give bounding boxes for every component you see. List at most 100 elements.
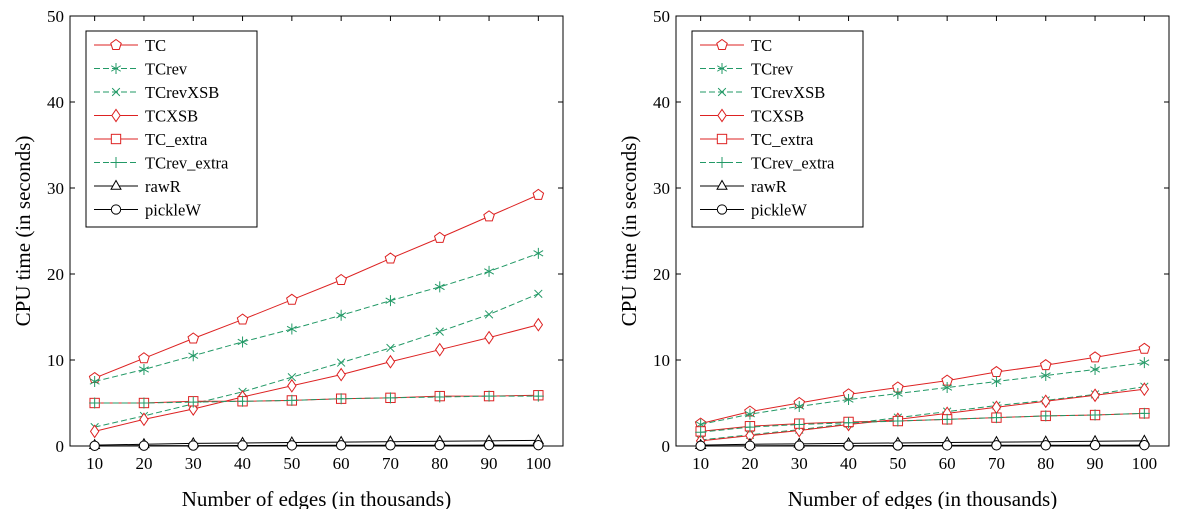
data-point-TCXSB xyxy=(139,412,149,427)
series-line-TCrevXSB xyxy=(700,386,1145,441)
legend: TC TCrev TCrevXSB TCXSB TC_extra TCrev_extrar… xyxy=(85,30,258,228)
data-point-pickleW xyxy=(941,440,953,451)
legend-label: TC_extra xyxy=(145,130,208,149)
data-point-pickleW xyxy=(1089,440,1101,451)
data-point-TCrev xyxy=(484,265,495,277)
y-tick-label: 40 xyxy=(653,93,670,112)
data-point-TCXSB xyxy=(435,342,445,357)
data-point-TCrevXSB xyxy=(484,310,494,319)
legend-label: rawR xyxy=(751,177,787,196)
x-tick-label: 20 xyxy=(741,454,758,473)
data-point-pickleW xyxy=(483,439,495,451)
legend-marker-triangle xyxy=(716,179,728,190)
y-tick-label: 50 xyxy=(47,7,64,26)
data-point-TCrev_extra xyxy=(187,396,199,408)
x-tick-label: 10 xyxy=(692,454,709,473)
data-point-TCrev xyxy=(1090,363,1101,375)
x-axis-title: Number of edges (in thousands) xyxy=(788,487,1057,509)
series-line-TCrev_extra xyxy=(94,395,539,404)
data-point-TCrev_extra xyxy=(286,394,298,406)
y-tick-label: 10 xyxy=(47,351,64,370)
x-tick-label: 80 xyxy=(1037,454,1054,473)
data-point-TCrev xyxy=(942,382,953,394)
legend-label: TCrev_extra xyxy=(145,154,229,173)
x-tick-label: 100 xyxy=(526,454,552,473)
data-point-TCrev xyxy=(533,247,544,259)
data-point-pickleW xyxy=(434,440,445,451)
series-line-TCXSB xyxy=(94,324,539,432)
data-point-pickleW xyxy=(892,440,904,451)
x-tick-label: 60 xyxy=(939,454,956,473)
legend-marker-asterisk xyxy=(110,63,122,74)
data-point-TCrev xyxy=(237,336,248,348)
legend-marker-pentagon xyxy=(716,38,728,50)
data-point-pickleW xyxy=(533,439,544,451)
data-point-TC xyxy=(433,231,446,243)
y-axis-title: CPU time (in seconds) xyxy=(11,136,35,327)
series-line-rawR xyxy=(700,440,1145,446)
data-point-TC xyxy=(138,352,150,364)
data-point-pickleW xyxy=(695,440,706,452)
series-TCrevXSB xyxy=(90,289,543,432)
series-pickleW xyxy=(89,439,544,452)
data-point-TCrev_extra xyxy=(89,397,101,409)
x-tick-label: 100 xyxy=(1132,454,1158,473)
legend-box xyxy=(691,30,864,228)
series-line-TC xyxy=(94,194,539,379)
series-TCrev xyxy=(89,247,544,387)
series-TCrevXSB xyxy=(696,382,1149,445)
data-point-TCrev xyxy=(188,350,199,362)
data-point-pickleW xyxy=(237,440,248,451)
legend-label: TC xyxy=(751,36,772,55)
data-point-pickleW xyxy=(335,440,347,451)
y-tick-label: 0 xyxy=(662,437,671,456)
data-point-pickleW xyxy=(991,440,1002,451)
data-point-TCrev xyxy=(794,400,805,412)
legend-label: pickleW xyxy=(145,201,201,220)
legend-marker-circle xyxy=(716,204,728,215)
series-TCrev xyxy=(695,357,1150,430)
y-tick-label: 0 xyxy=(56,437,65,456)
legend-marker-plus xyxy=(716,157,728,168)
series-line-TC xyxy=(700,348,1145,425)
x-tick-label: 80 xyxy=(431,454,448,473)
legend-label: TCrevXSB xyxy=(145,83,219,102)
data-point-TCrev_extra xyxy=(1040,410,1052,422)
x-tick-label: 40 xyxy=(234,454,251,473)
y-tick-label: 40 xyxy=(47,93,64,112)
data-point-TCrev xyxy=(1040,369,1051,381)
data-point-TCrev xyxy=(892,388,903,400)
y-axis-title: CPU time (in seconds) xyxy=(617,136,641,327)
legend-marker-pentagon xyxy=(110,38,122,50)
x-tick-label: 20 xyxy=(135,454,152,473)
data-point-TCrev_extra xyxy=(744,421,756,433)
data-point-TCXSB xyxy=(1041,394,1051,409)
data-point-TC xyxy=(236,313,249,325)
legend-marker-x xyxy=(111,87,121,97)
data-point-TCrev xyxy=(843,394,854,406)
legend-label: TCrev xyxy=(145,60,188,79)
legend-marker-triangle xyxy=(110,179,122,190)
series-line-TCrev_extra xyxy=(700,412,1145,433)
legend-label: TC_extra xyxy=(751,130,814,149)
data-point-TC xyxy=(532,188,545,200)
x-axis-title: Number of edges (in thousands) xyxy=(182,487,451,509)
data-point-TCrev_extra xyxy=(532,390,544,402)
data-point-TC xyxy=(1089,351,1101,363)
series-TC_extra xyxy=(695,408,1150,437)
data-point-pickleW xyxy=(188,440,199,451)
series-pickleW xyxy=(695,439,1150,452)
data-point-TCrev_extra xyxy=(1089,409,1101,421)
series-TC xyxy=(694,342,1151,429)
x-tick-label: 40 xyxy=(840,454,857,473)
data-point-pickleW xyxy=(744,440,756,451)
data-point-TCrev xyxy=(744,408,755,420)
data-point-TCrev_extra xyxy=(138,397,150,409)
legend-marker-x xyxy=(717,87,727,97)
chart-panel-2: 0 10 20 30 40 50 10 20 30 40 50 60 70 80 90 100 Number o… xyxy=(617,7,1170,511)
data-point-TCrev_extra xyxy=(793,419,805,430)
data-point-TCrev_extra xyxy=(990,412,1002,424)
legend-label: pickleW xyxy=(751,201,807,220)
data-point-TCXSB xyxy=(336,367,346,382)
data-point-pickleW xyxy=(794,440,805,451)
